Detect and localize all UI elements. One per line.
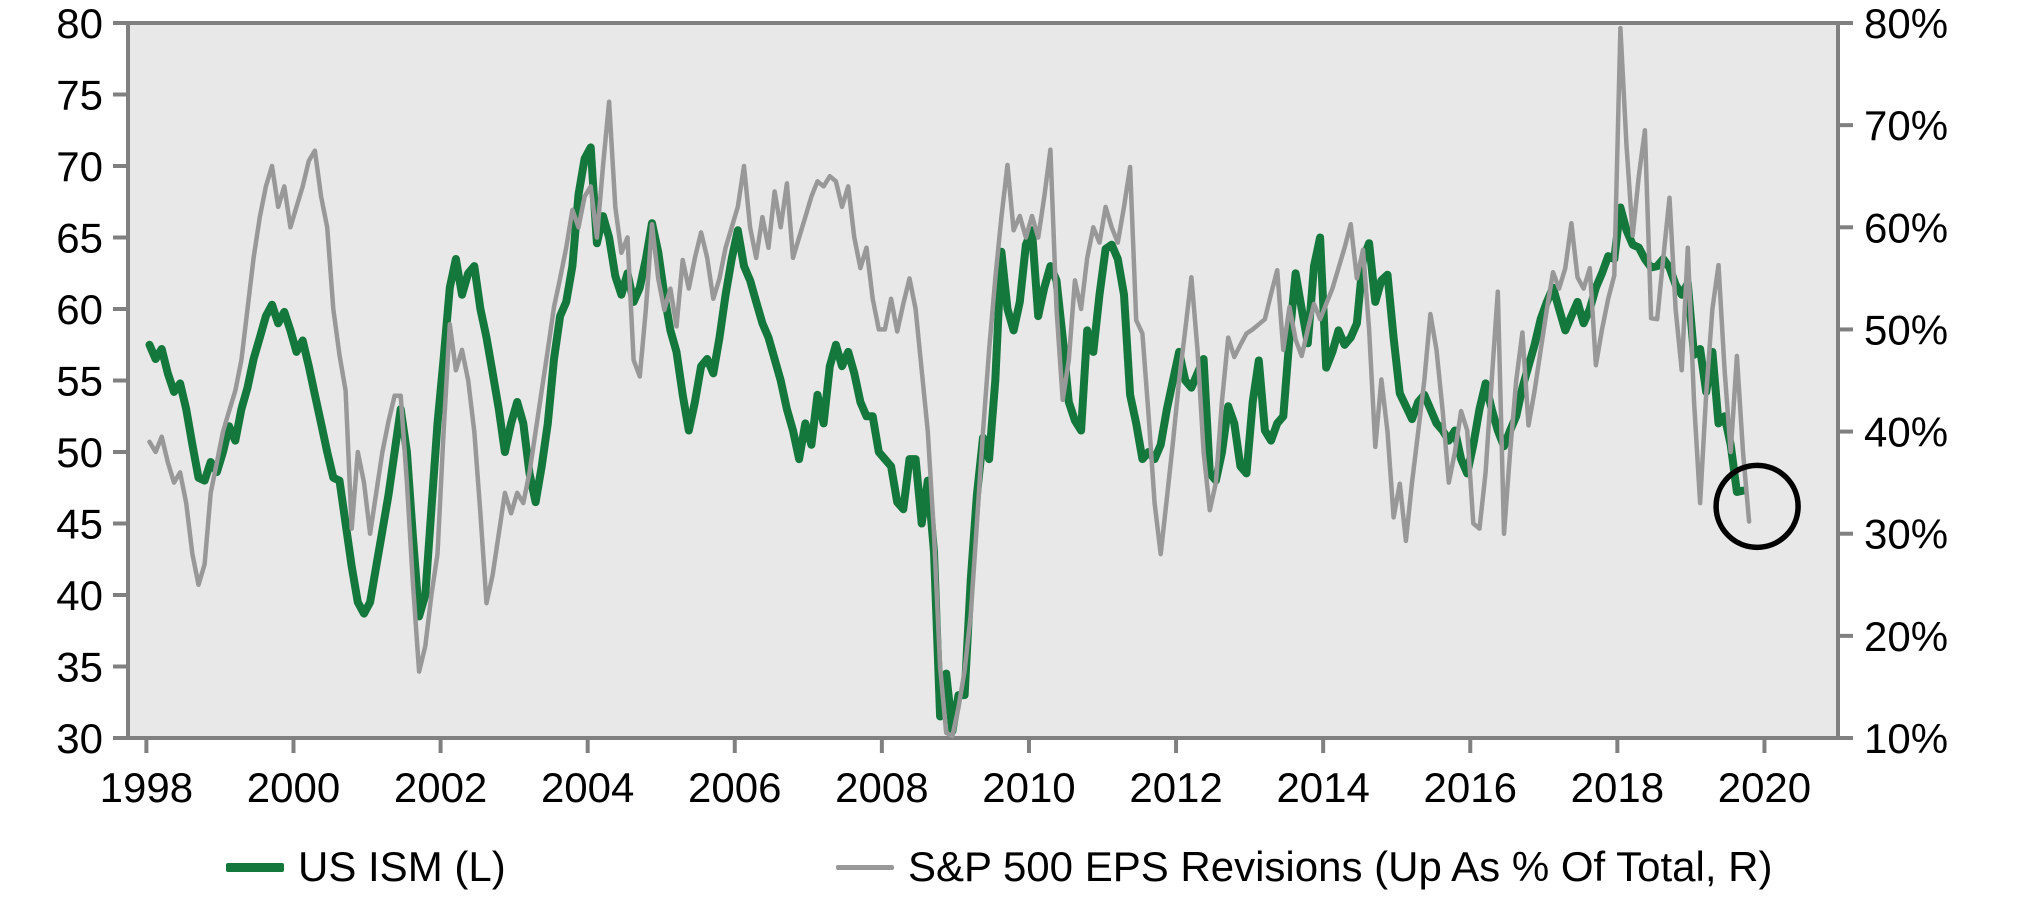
left-axis-label: 80 <box>56 0 103 47</box>
right-axis-label: 20% <box>1864 613 1948 660</box>
x-axis-label: 1998 <box>100 764 193 811</box>
x-axis-label: 2008 <box>835 764 928 811</box>
left-axis-label: 30 <box>56 715 103 762</box>
left-axis-label: 45 <box>56 501 103 548</box>
right-axis-label: 40% <box>1864 409 1948 456</box>
left-axis-label: 40 <box>56 572 103 619</box>
plot-area <box>128 23 1838 738</box>
x-axis-label: 2012 <box>1129 764 1222 811</box>
legend-label-eps-revisions: S&P 500 EPS Revisions (Up As % Of Total,… <box>908 843 1773 890</box>
left-axis-label: 75 <box>56 72 103 119</box>
legend-item-eps-revisions: S&P 500 EPS Revisions (Up As % Of Total,… <box>836 820 1773 914</box>
eps-revisions-line <box>147 25 1752 739</box>
right-axis-label: 30% <box>1864 511 1948 558</box>
x-axis-label: 2000 <box>247 764 340 811</box>
legend-item-us-ism: US ISM (L) <box>226 820 506 914</box>
right-axis-label: 60% <box>1864 204 1948 251</box>
x-axis-label: 2014 <box>1276 764 1369 811</box>
right-axis-label: 50% <box>1864 306 1948 353</box>
x-axis-label: 2018 <box>1571 764 1664 811</box>
x-axis-label: 2002 <box>394 764 487 811</box>
x-axis-label: 2006 <box>688 764 781 811</box>
x-axis-label: 2010 <box>982 764 1075 811</box>
left-axis-label: 60 <box>56 286 103 333</box>
left-axis-label: 35 <box>56 644 103 691</box>
highlight-circle <box>1713 462 1801 551</box>
eps-revisions-line-swatch <box>836 864 894 870</box>
x-axis-label: 2020 <box>1718 764 1811 811</box>
left-axis-label: 70 <box>56 143 103 190</box>
x-axis-label: 2004 <box>541 764 634 811</box>
ism-eps-line-chart: 80 75 70 65 60 55 50 45 40 35 30 80% 70% 60% 50% 40% 30%… <box>56 0 1948 811</box>
us-ism-line-swatch <box>226 862 284 872</box>
us-ism-line <box>145 143 1747 735</box>
right-axis-label: 80% <box>1864 0 1948 47</box>
right-axis-label: 10% <box>1864 715 1948 762</box>
legend-label-us-ism: US ISM (L) <box>298 843 506 890</box>
left-axis-label: 50 <box>56 429 103 476</box>
right-axis-label: 70% <box>1864 102 1948 149</box>
left-axis-label: 55 <box>56 358 103 405</box>
legend: US ISM (L) S&P 500 EPS Revisions (Up As … <box>0 820 2034 914</box>
left-axis-label: 65 <box>56 215 103 262</box>
x-axis-label: 2016 <box>1424 764 1517 811</box>
